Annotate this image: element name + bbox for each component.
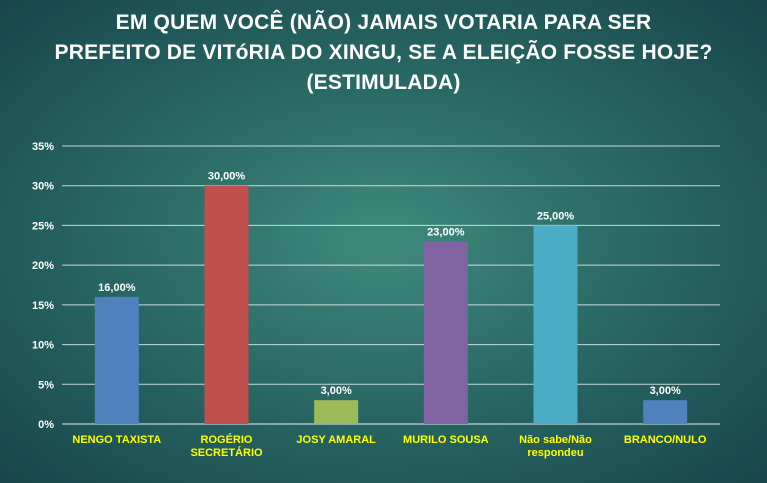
x-category-label: JOSY AMARAL <box>296 434 376 446</box>
chart-title-line-3: (ESTIMULADA) <box>306 71 461 94</box>
y-tick-label: 20% <box>32 260 54 272</box>
x-category-label: Não sabe/Não <box>519 434 592 446</box>
data-label: 25,00% <box>537 210 575 222</box>
y-tick-label: 35% <box>32 141 54 153</box>
chart-title-line-1: EM QUEM VOCÊ (NÃO) JAMAIS VOTARIA PARA S… <box>115 11 652 34</box>
bar <box>94 296 139 424</box>
bar <box>533 225 578 424</box>
y-tick-label: 10% <box>32 340 54 352</box>
bar <box>423 241 468 424</box>
data-label: 23,00% <box>427 226 465 238</box>
data-label: 16,00% <box>98 282 136 294</box>
y-tick-label: 30% <box>32 181 54 193</box>
y-tick-label: 25% <box>32 220 54 232</box>
bar <box>314 400 359 424</box>
x-category-label: ROGÉRIO <box>201 433 253 446</box>
y-tick-label: 5% <box>38 379 54 391</box>
chart-title: EM QUEM VOCÊ (NÃO) JAMAIS VOTARIA PARA S… <box>0 8 767 98</box>
data-label: 30,00% <box>208 171 246 183</box>
data-label: 3,00% <box>650 385 681 397</box>
chart-title-line-2: PREFEITO DE VITóRIA DO XINGU, SE A ELEIÇ… <box>54 41 713 64</box>
data-label: 3,00% <box>321 385 352 397</box>
y-tick-label: 15% <box>32 300 54 312</box>
bar <box>204 185 249 424</box>
x-category-label: BRANCO/NULO <box>624 434 707 446</box>
bar <box>643 400 688 424</box>
x-category-label: NENGO TAXISTA <box>72 434 161 446</box>
y-tick-label: 0% <box>38 419 54 431</box>
x-category-label: respondeu <box>527 447 583 459</box>
x-category-label: MURILO SOUSA <box>403 434 489 446</box>
x-category-label: SECRETÁRIO <box>190 446 263 459</box>
